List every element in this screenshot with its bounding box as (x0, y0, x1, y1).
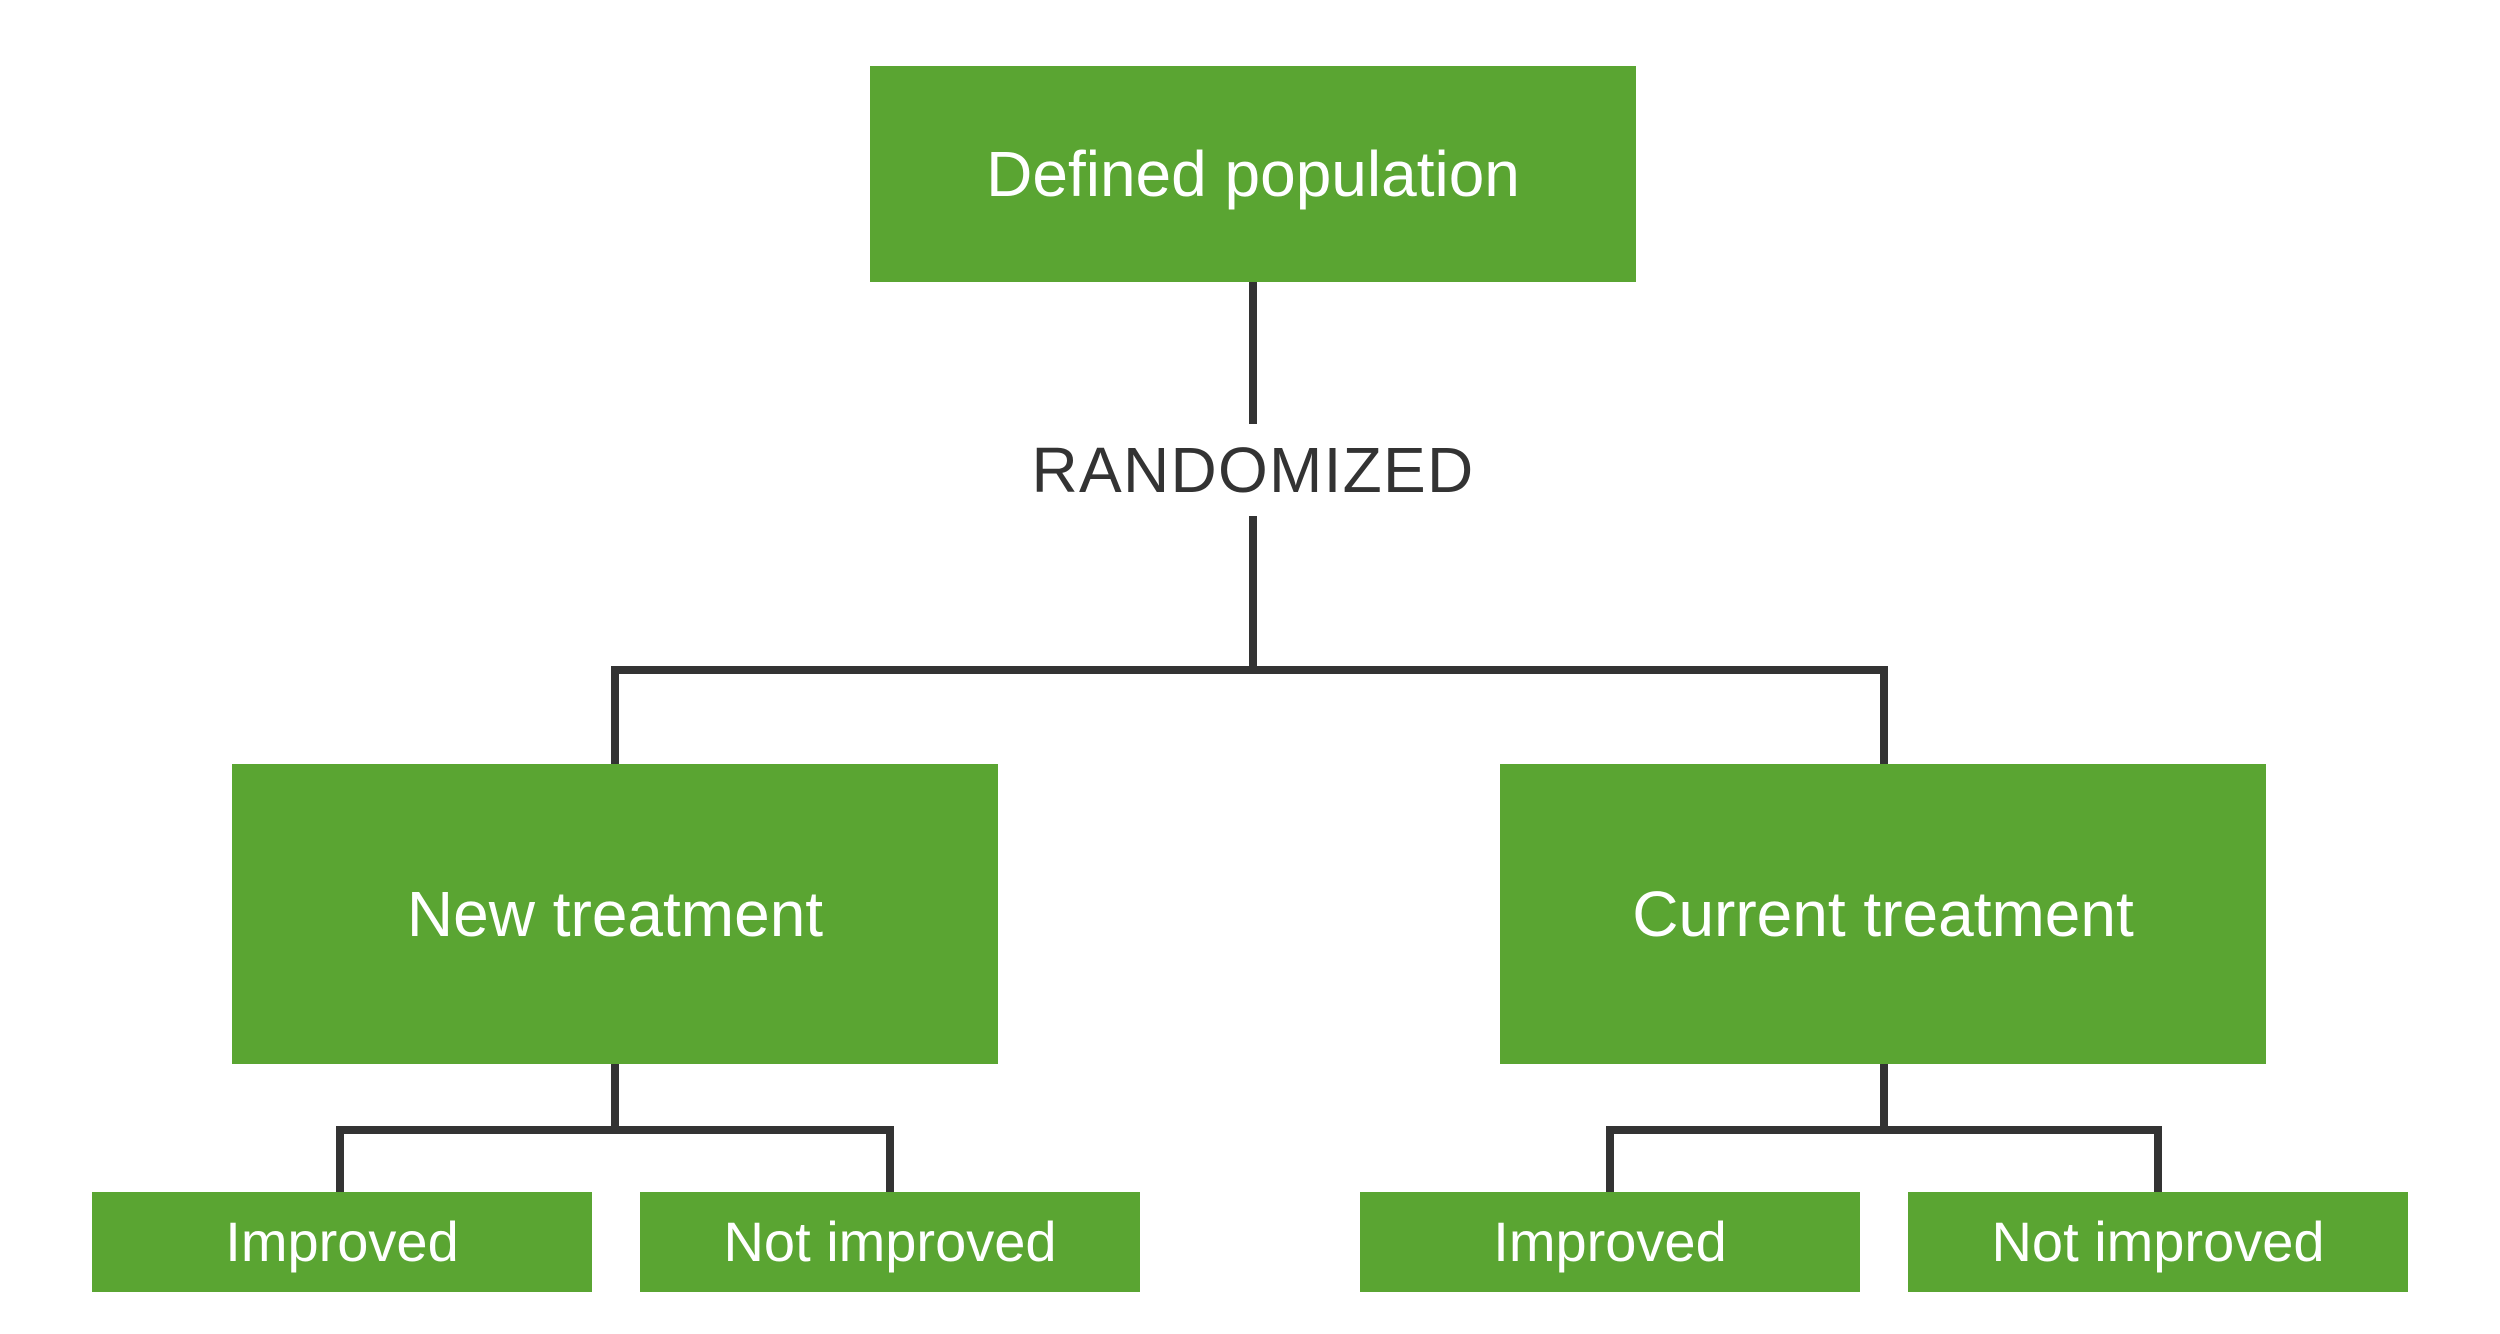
node-current-treatment: Current treatment (1500, 764, 2266, 1064)
node-defined-population: Defined population (870, 66, 1636, 282)
node-new-treatment: New treatment (232, 764, 998, 1064)
node-label: Improved (1493, 1211, 1726, 1273)
node-label: Current treatment (1632, 879, 2134, 949)
node-label: New treatment (407, 879, 823, 949)
flowchart-canvas: Defined population New treatment Current… (0, 0, 2500, 1334)
node-label: Defined population (986, 139, 1520, 209)
node-new-not-improved: Not improved (640, 1192, 1140, 1292)
node-current-improved: Improved (1360, 1192, 1860, 1292)
edge-label-randomized: RANDOMIZED (1031, 433, 1474, 507)
node-label: Not improved (723, 1211, 1056, 1273)
node-current-not-improved: Not improved (1908, 1192, 2408, 1292)
edge-label-text: RANDOMIZED (1031, 434, 1474, 506)
node-label: Not improved (1991, 1211, 2324, 1273)
node-label: Improved (225, 1211, 458, 1273)
node-new-improved: Improved (92, 1192, 592, 1292)
